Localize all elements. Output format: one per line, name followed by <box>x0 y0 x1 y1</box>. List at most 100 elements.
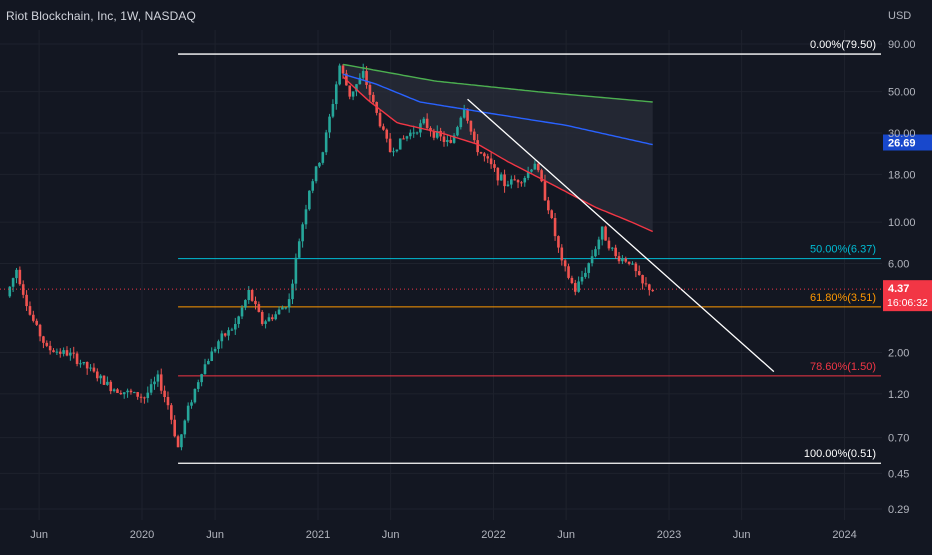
candle-body <box>604 226 607 241</box>
candle-body <box>510 179 513 185</box>
fibonacci-retracement[interactable]: 0.00%(79.50) 50.00%(6.37) 61.80%(3.51) 78.6… <box>178 39 881 464</box>
candle-body <box>136 392 139 397</box>
candle-body <box>301 224 304 242</box>
candle-body <box>520 182 523 184</box>
candle-body <box>72 352 76 354</box>
candle-body <box>331 104 335 117</box>
candle-body <box>533 163 537 170</box>
candle-body <box>116 389 119 393</box>
candle-body <box>469 120 473 132</box>
candle-body <box>631 263 634 265</box>
candle-body <box>435 131 439 138</box>
candle-body <box>405 136 409 139</box>
candle-body <box>314 166 318 182</box>
candle-body <box>543 181 547 201</box>
candle-body <box>422 118 426 124</box>
candle-body <box>277 309 281 315</box>
candle-body <box>75 353 79 364</box>
candlestick-series <box>8 63 654 451</box>
candle-body <box>553 218 557 237</box>
candle-body <box>284 307 288 309</box>
candle-body <box>8 286 12 297</box>
candle-body <box>257 304 261 312</box>
candle-body <box>550 210 554 219</box>
candle-body <box>513 179 516 181</box>
candle-body <box>516 180 520 183</box>
candle-body <box>378 112 382 127</box>
candle-body <box>45 342 49 346</box>
candle-body <box>392 151 395 153</box>
x-tick-label: 2022 <box>481 529 505 541</box>
candle-body <box>459 117 463 128</box>
fib-level-label: 78.60%(1.50) <box>810 361 876 373</box>
moving-average-line-2 <box>342 76 653 233</box>
candle-body <box>385 129 389 139</box>
candle-body <box>338 65 341 85</box>
candle-body <box>55 351 59 353</box>
candle-body <box>334 84 338 105</box>
candle-body <box>409 132 412 137</box>
trendline-drawing[interactable] <box>467 98 775 373</box>
candle-body <box>587 263 591 273</box>
candle-body <box>584 272 587 277</box>
ma-cloud-fill <box>343 64 653 232</box>
candle-body <box>348 85 352 97</box>
ma-price-badge <box>883 134 932 151</box>
candle-body <box>361 71 365 78</box>
candle-body <box>129 390 133 393</box>
candle-body <box>99 375 102 379</box>
candle-body <box>230 329 234 331</box>
last-price-value: 4.37 <box>888 283 909 295</box>
candle-body <box>483 153 486 157</box>
y-tick-label: 0.70 <box>888 433 909 445</box>
x-tick-label: Jun <box>30 529 48 541</box>
candle-body <box>594 249 597 257</box>
candle-body <box>442 136 446 142</box>
trendline <box>467 98 775 373</box>
candle-body <box>311 181 315 191</box>
candle-body <box>439 131 442 137</box>
candle-body <box>382 126 385 130</box>
candle-body <box>597 239 601 250</box>
candle-body <box>567 266 570 278</box>
time-axis[interactable]: Jun 2020 Jun 2021 Jun 2022 Jun 2023 Jun 2024 <box>30 529 857 541</box>
y-tick-label: 1.20 <box>888 389 909 401</box>
candle-body <box>388 138 392 153</box>
candle-body <box>489 158 493 165</box>
candle-body <box>425 118 429 128</box>
symbol-title[interactable]: Riot Blockchain, Inc, 1W, NASDAQ <box>6 9 196 23</box>
candle-body <box>291 283 294 300</box>
candle-body <box>25 294 28 307</box>
candle-body <box>254 300 257 305</box>
candle-body <box>499 174 503 181</box>
candle-body <box>297 241 301 258</box>
current-price-line: 4.37 16:06:32 26.69 <box>0 134 932 312</box>
candle-body <box>264 321 267 324</box>
candle-body <box>28 306 32 315</box>
candle-body <box>92 367 96 372</box>
candle-body <box>15 269 18 279</box>
candle-body <box>52 350 55 353</box>
candle-body <box>11 278 15 287</box>
candle-body <box>58 351 62 354</box>
x-tick-label: Jun <box>733 529 751 541</box>
candle-body <box>536 163 540 171</box>
candle-body <box>122 392 126 395</box>
candle-body <box>479 152 483 154</box>
candle-body <box>32 314 35 321</box>
candle-body <box>466 108 469 121</box>
candle-body <box>62 350 65 354</box>
candle-body <box>577 281 580 292</box>
last-price-badge <box>883 280 932 312</box>
candle-body <box>462 108 466 118</box>
candle-body <box>180 434 183 448</box>
candle-body <box>237 316 240 325</box>
candle-body <box>166 396 170 406</box>
candle-body <box>207 360 210 365</box>
candle-body <box>432 131 436 138</box>
price-axis[interactable]: 0.29 0.45 0.70 1.20 2.00 6.00 10.00 18.00 30.00 5… <box>888 39 916 516</box>
y-tick-label: 50.00 <box>888 87 916 99</box>
candle-body <box>398 138 402 150</box>
